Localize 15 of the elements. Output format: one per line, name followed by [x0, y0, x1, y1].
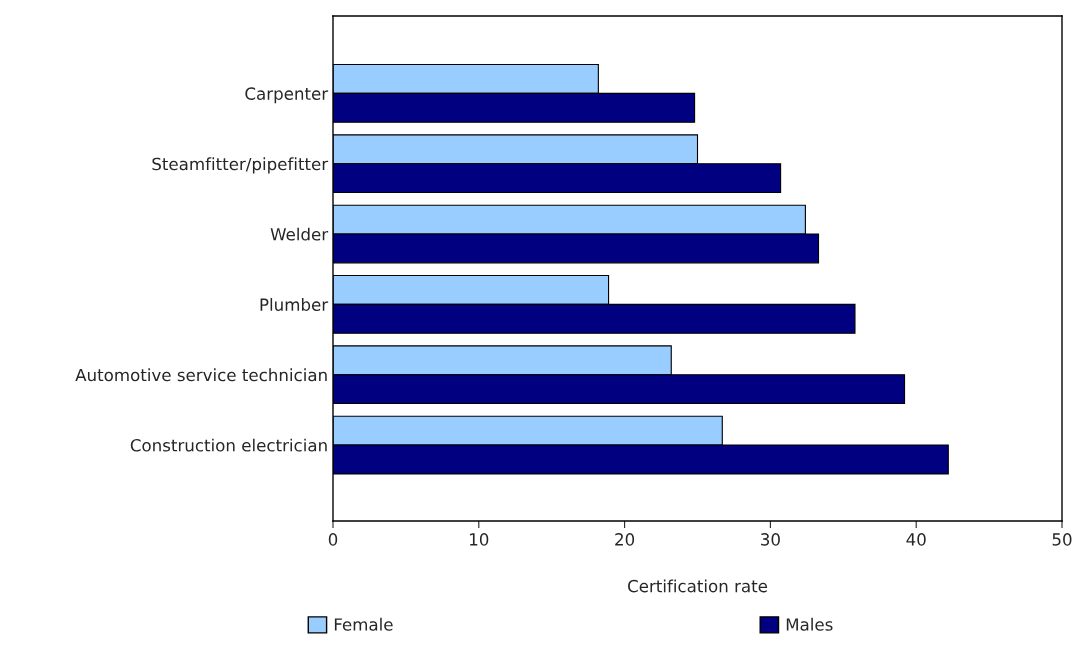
x-tick-label: 50: [1052, 533, 1072, 546]
x-axis-title: Certification rate: [628, 579, 768, 593]
y-tick-label: Plumber: [260, 298, 329, 311]
y-tick-label: Construction electrician: [130, 438, 327, 452]
legend-label: Female: [334, 617, 393, 631]
y-tick-label: Automotive service technician: [75, 368, 327, 382]
x-tick-label: 0: [328, 533, 338, 546]
y-tick-label: Steamfitter/pipefitter: [152, 157, 329, 174]
y-tick-label: Carpenter: [245, 87, 329, 104]
y-tick-label: Welder: [270, 227, 329, 241]
legend-label: Males: [786, 617, 833, 631]
x-tick-label: 20: [615, 533, 635, 546]
x-tick-label: 30: [761, 533, 780, 546]
x-tick-label: 10: [470, 533, 489, 546]
x-tick-label: 40: [906, 533, 926, 546]
